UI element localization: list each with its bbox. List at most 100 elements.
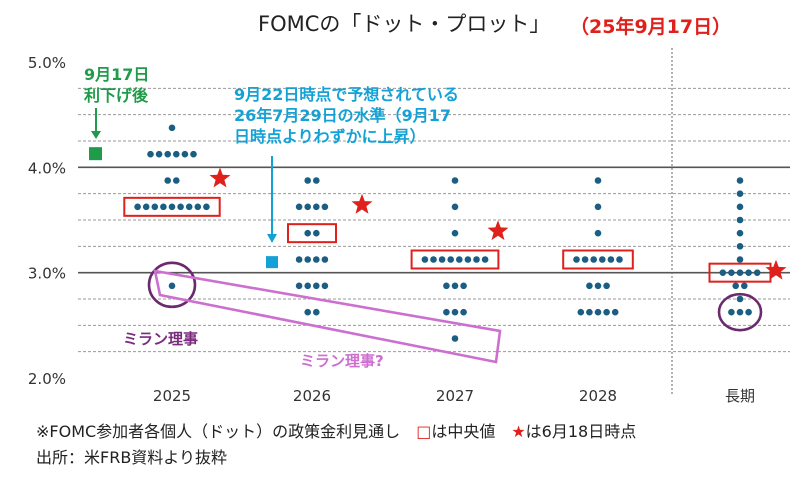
dot (736, 216, 744, 224)
post-cut-line1: 9月17日 (84, 65, 150, 84)
x-axis-ticks: 2025 2026 2027 2028 長期 (153, 387, 755, 405)
note-star-symbol: ★ (511, 422, 526, 441)
dot (481, 256, 489, 263)
dot (741, 282, 748, 290)
miran-label: ミラン理事 (123, 330, 199, 348)
dot (295, 282, 303, 290)
median-boxes-layer (123, 196, 772, 283)
dot (295, 256, 303, 263)
dot (594, 229, 602, 237)
dot (168, 124, 176, 132)
dot (443, 282, 450, 290)
dot (313, 308, 320, 316)
june-median-star (765, 259, 787, 280)
market-line2: 26年7月29日の水準（9月17 (234, 106, 452, 125)
dot (456, 256, 463, 263)
miran-circle-2025 (147, 261, 197, 309)
x-tick-label: 2026 (293, 387, 331, 405)
dot (736, 203, 744, 211)
dot (736, 229, 744, 237)
dot (473, 256, 480, 263)
median-box (708, 262, 772, 283)
chart-date-subtitle: （25年9月17日） (570, 16, 732, 38)
dot (464, 256, 472, 263)
miran-question-box (153, 269, 502, 364)
dot (728, 308, 735, 316)
miran-circle-longrun (717, 292, 763, 332)
dot (586, 282, 593, 290)
june-stars-layer (209, 167, 787, 280)
median-box (123, 196, 221, 217)
market-arrow-head (267, 234, 277, 243)
dot (745, 308, 752, 316)
june-median-star (209, 167, 231, 188)
post-cut-line2: 利下げ後 (84, 86, 149, 105)
dot (304, 282, 312, 290)
dot (736, 177, 744, 184)
dot (451, 335, 459, 342)
dot (451, 282, 459, 290)
dot (736, 243, 744, 250)
dot (321, 203, 329, 211)
dot (313, 203, 320, 211)
dot (443, 308, 450, 316)
legend-note: ※FOMC参加者各個人（ドット）の政策金利見通し □は中央値 ★は6月18日時点 (36, 418, 636, 442)
dot (304, 229, 312, 237)
post-cut-annotation: 9月17日 利下げ後 (84, 64, 149, 106)
dot (134, 203, 141, 211)
june-median-star (351, 193, 373, 214)
dot (736, 190, 744, 197)
x-tick-label: 2027 (436, 387, 474, 405)
dot (168, 282, 176, 290)
post-cut-arrow-head (91, 131, 101, 139)
dot (451, 203, 459, 211)
dot (603, 308, 610, 316)
median-box (410, 249, 500, 270)
dot (295, 203, 303, 211)
dot (577, 308, 585, 316)
median-box (287, 223, 337, 244)
dot (155, 150, 163, 158)
dot (173, 177, 180, 184)
dot (304, 308, 312, 316)
dot (451, 308, 459, 316)
dot (736, 308, 744, 316)
dot (590, 256, 597, 263)
x-tick-label: 2028 (579, 387, 617, 405)
x-tick-label: 2025 (153, 387, 191, 405)
dot (594, 177, 602, 184)
dot (603, 282, 610, 290)
source-note: 出所：米FRB資料より抜粋 (36, 448, 227, 467)
dot (321, 256, 329, 263)
y-axis-ticks: 5.0% 4.0% 3.0% 2.0% (28, 54, 66, 388)
june-median-star (487, 220, 509, 241)
market-marker (266, 256, 278, 269)
markers-layer (89, 108, 763, 364)
note-square-symbol: □ (416, 422, 432, 441)
dot (447, 256, 455, 263)
dot (430, 256, 437, 263)
x-tick-label: 長期 (725, 387, 755, 405)
dot (185, 203, 193, 211)
dot (438, 256, 446, 263)
market-expectation-annotation: 9月22日時点で予想されている 26年7月29日の水準（9月17 日時点よりわず… (234, 84, 459, 147)
dot (142, 203, 150, 211)
dot (594, 282, 602, 290)
market-line3: 日時点よりわずかに上昇） (234, 127, 426, 146)
post-cut-marker (89, 147, 102, 161)
dot (160, 203, 167, 211)
dot (313, 256, 320, 263)
chart-title: FOMCの「ドット・プロット」 (258, 12, 551, 36)
dot (736, 295, 744, 303)
dot (203, 203, 210, 211)
dot (164, 150, 171, 158)
market-line1: 9月22日時点で予想されている (234, 85, 459, 104)
y-tick-label: 3.0% (28, 265, 66, 283)
dot (177, 203, 184, 211)
dots-layer (134, 124, 761, 342)
dot (586, 308, 593, 316)
dot (616, 256, 623, 263)
dot (190, 150, 197, 158)
median-box (562, 249, 634, 270)
